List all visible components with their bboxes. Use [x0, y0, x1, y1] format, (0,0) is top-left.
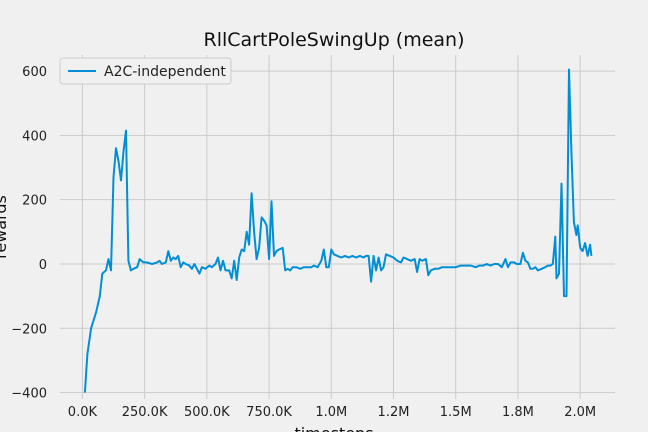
- grid-layer: [60, 55, 615, 399]
- x-tick-label: 1.5M: [440, 405, 472, 420]
- y-tick-label: 600: [22, 65, 47, 80]
- legend: A2C-independent: [59, 57, 232, 85]
- y-tick-label: −200: [11, 322, 47, 337]
- y-tick-label: 200: [22, 194, 47, 209]
- tick-label-layer: 0.0K 250.0K 500.0K 750.0K 1.0M 1.2M 1.5M 1.8M 2.…: [11, 65, 596, 420]
- chart-title: RllCartPoleSwingUp (mean): [204, 29, 465, 51]
- y-tick-label: 400: [22, 129, 47, 144]
- x-tick-label: 500.0K: [184, 405, 230, 420]
- x-axis-label: timesteps: [294, 424, 373, 432]
- x-tick-label: 1.8M: [502, 405, 534, 420]
- legend-label-a2c-independent: A2C-independent: [104, 64, 226, 80]
- series-layer: [83, 68, 593, 393]
- y-tick-label: −400: [11, 387, 47, 402]
- x-tick-label: 1.2M: [378, 405, 410, 420]
- x-tick-label: 1.0M: [315, 405, 347, 420]
- x-tick-label: 250.0K: [122, 405, 168, 420]
- y-axis-label: rewards: [0, 195, 10, 259]
- x-tick-label: 2.0M: [564, 405, 596, 420]
- series-line-0: [83, 68, 593, 393]
- x-tick-label: 0.0K: [68, 405, 98, 420]
- legend-box: [59, 57, 232, 85]
- x-tick-label: 750.0K: [246, 405, 292, 420]
- y-tick-label: 0: [39, 258, 47, 273]
